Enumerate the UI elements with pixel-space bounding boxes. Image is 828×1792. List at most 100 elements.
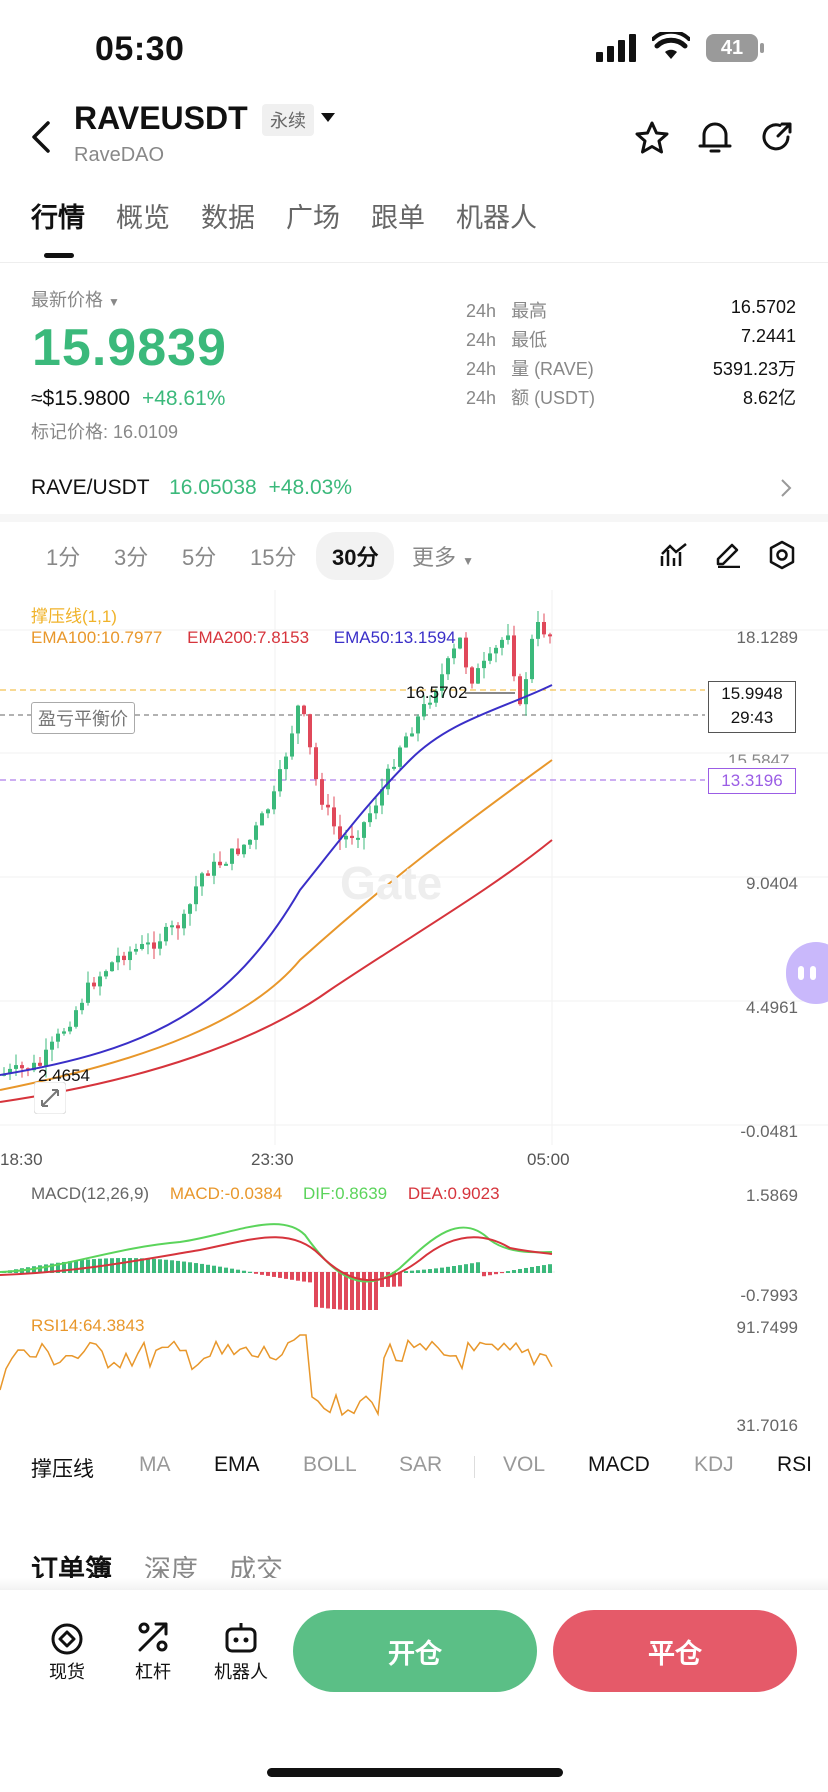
ind-sar[interactable]: SAR [399, 1453, 443, 1476]
macd-bar [350, 1272, 354, 1310]
nav-leverage[interactable]: 杠杆 [135, 1662, 171, 1682]
candle-body [230, 848, 234, 864]
candlestick-chart[interactable] [0, 590, 828, 1180]
candle-body [218, 861, 222, 866]
candle-body [134, 948, 138, 952]
macd-bar [434, 1268, 438, 1273]
macd-bar [464, 1264, 468, 1273]
candle-body [272, 791, 276, 810]
macd-bar [254, 1272, 258, 1274]
close-position-button[interactable]: 平仓 [553, 1610, 797, 1692]
candle-body [140, 943, 144, 949]
macd-bar [470, 1263, 474, 1273]
tf-3m[interactable]: 3分 [114, 545, 149, 570]
tab-data[interactable]: 数据 [201, 203, 255, 233]
tf-more[interactable]: 更多 ▼ [412, 545, 475, 570]
back-icon[interactable] [28, 120, 54, 154]
share-icon[interactable] [760, 120, 794, 154]
candle-body [542, 621, 546, 635]
tf-30m[interactable]: 30分 [316, 532, 395, 580]
tab-bots[interactable]: 机器人 [456, 203, 537, 233]
candle-body [284, 756, 288, 770]
tab-square[interactable]: 广场 [286, 203, 340, 233]
star-icon[interactable] [634, 120, 670, 156]
candle-body [56, 1033, 60, 1042]
candle-body [314, 747, 318, 780]
ind-vol[interactable]: VOL [503, 1453, 546, 1476]
macd-bar [422, 1269, 426, 1273]
price-usd-line: ≈$15.9800 +48.61% [31, 387, 225, 411]
candle-body [488, 653, 492, 661]
chevron-right-icon[interactable] [780, 478, 792, 498]
tab-copy-trading[interactable]: 跟单 [371, 203, 425, 233]
macd-bar [542, 1265, 546, 1273]
macd-value: MACD:-0.0384 [169, 1184, 283, 1203]
ind-macd[interactable]: MACD [588, 1453, 650, 1476]
candle-body [326, 804, 330, 808]
macd-bar [278, 1272, 282, 1278]
macd-bar [476, 1262, 480, 1273]
home-indicator [267, 1768, 563, 1777]
candle-body [446, 658, 450, 675]
candle-body [494, 647, 498, 654]
macd-bar [500, 1272, 504, 1274]
candle-body [8, 1068, 12, 1074]
open-position-button[interactable]: 开仓 [293, 1610, 537, 1692]
symbol-dropdown-icon[interactable] [320, 112, 336, 124]
candle-body [470, 667, 474, 684]
candle-body [422, 704, 426, 717]
nav-bots[interactable]: 机器人 [214, 1662, 268, 1682]
macd-bar [440, 1267, 444, 1273]
macd-bar [272, 1272, 276, 1277]
spot-icon[interactable] [50, 1622, 84, 1656]
wifi-icon [652, 32, 690, 59]
macd-bar [218, 1266, 222, 1273]
spot-pair-name: RAVE/USDT [31, 476, 150, 499]
tf-1m[interactable]: 1分 [46, 545, 81, 570]
indicator-chart-icon[interactable] [660, 542, 688, 568]
draw-pencil-icon[interactable] [714, 542, 742, 568]
ind-rsi[interactable]: RSI [777, 1453, 813, 1476]
candle-body [320, 779, 324, 805]
candle-body [200, 873, 204, 887]
symbol-title[interactable]: RAVEUSDT [74, 100, 248, 136]
macd-bar [44, 1264, 48, 1273]
bell-icon[interactable] [698, 118, 732, 156]
ind-ma[interactable]: MA [139, 1453, 171, 1476]
candle-body [170, 925, 174, 928]
tf-5m[interactable]: 5分 [182, 545, 217, 570]
ind-ema[interactable]: EMA [214, 1453, 260, 1476]
macd-bar [56, 1262, 60, 1273]
tf-15m[interactable]: 15分 [250, 545, 297, 570]
nav-spot[interactable]: 现货 [49, 1662, 85, 1682]
ind-support-resistance[interactable]: 撑压线 [31, 1458, 94, 1481]
last-price: 15.9839 [32, 319, 227, 377]
ind-kdj[interactable]: KDJ [694, 1453, 734, 1476]
assistant-bubble[interactable] [786, 942, 828, 1004]
ema50-label: EMA50:13.1594 [333, 628, 456, 647]
macd-bar [80, 1260, 84, 1273]
candle-body [416, 716, 420, 734]
tab-market[interactable]: 行情 [31, 203, 85, 233]
breakeven-label[interactable]: 盈亏平衡价 [31, 702, 135, 734]
macd-bar [68, 1261, 72, 1273]
settings-icon[interactable] [768, 540, 796, 570]
ind-boll[interactable]: BOLL [303, 1453, 357, 1476]
candle-body [500, 639, 504, 648]
macd-bar [236, 1269, 240, 1273]
macd-top-label: 1.5869 [746, 1186, 798, 1205]
tab-overview[interactable]: 概览 [116, 203, 170, 233]
expand-icon[interactable] [34, 1082, 66, 1114]
current-price-value: 15.9948 [721, 684, 783, 703]
macd-bar [452, 1265, 456, 1273]
ema100-line [0, 759, 553, 1091]
leverage-icon[interactable] [136, 1620, 170, 1654]
macd-bar [368, 1272, 372, 1310]
spot-pair-row[interactable]: RAVE/USDT 16.05038 +48.03% [31, 476, 352, 500]
last-price-label[interactable]: 最新价格 ▼ [31, 290, 120, 310]
robot-icon[interactable] [224, 1620, 258, 1654]
dea-line [0, 1236, 553, 1281]
candle-body [548, 634, 552, 637]
macd-bar [224, 1267, 228, 1273]
candle-body [236, 848, 240, 855]
